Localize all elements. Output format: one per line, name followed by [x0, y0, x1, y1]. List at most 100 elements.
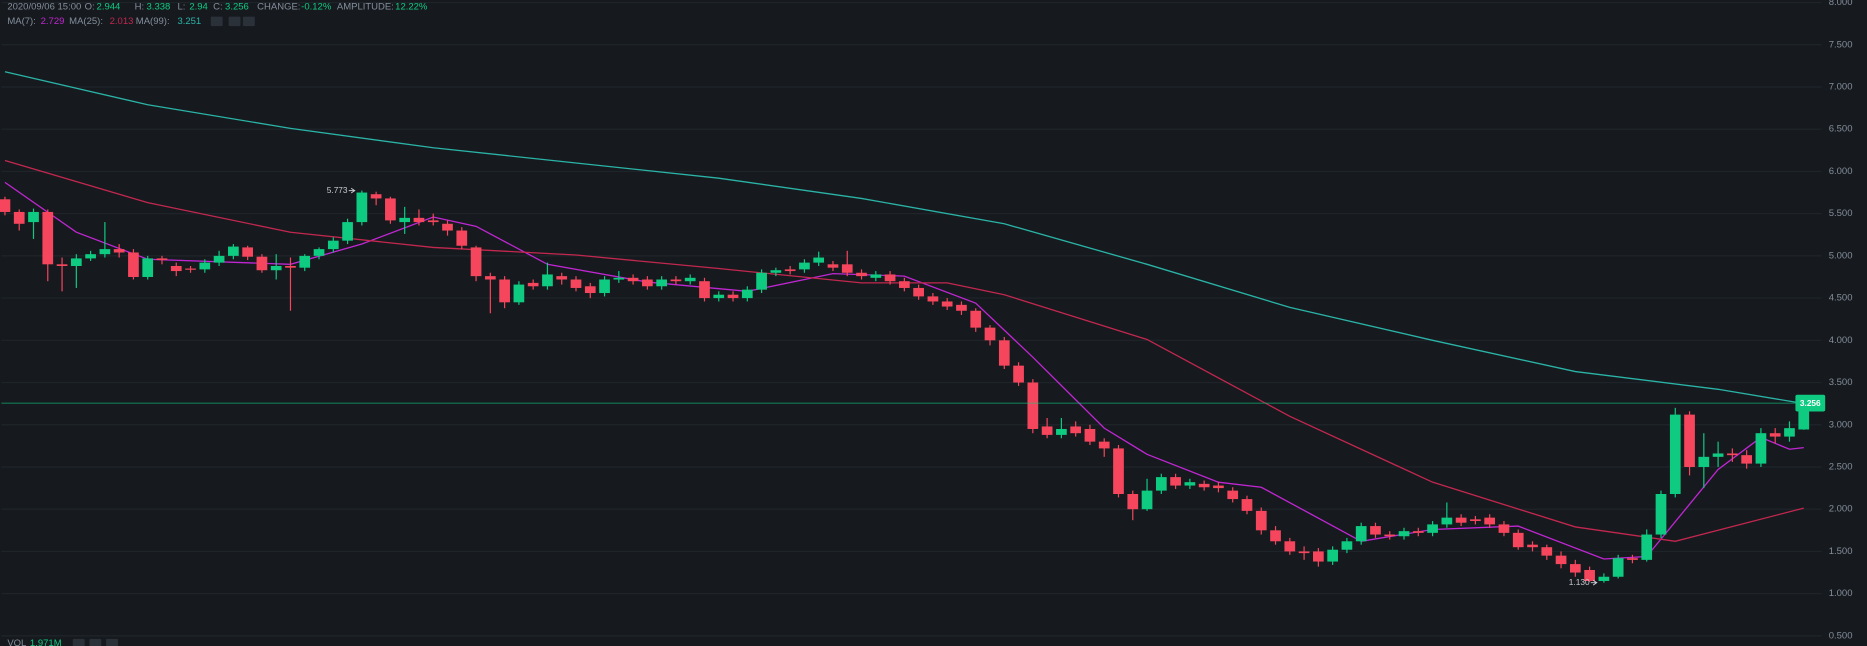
- candle-body: [1070, 426, 1082, 434]
- candle-body: [228, 246, 239, 256]
- candle-body: [1612, 558, 1624, 577]
- candle-body: [1412, 531, 1424, 533]
- candle-body: [670, 279, 682, 282]
- candle-body: [1270, 530, 1281, 542]
- candle-body: [1569, 564, 1581, 573]
- candle-body: [856, 272, 867, 277]
- ma-value: 3.251: [177, 16, 201, 27]
- candle-body: [28, 211, 39, 223]
- candle-body: [142, 258, 154, 277]
- extreme-label: 5.773: [327, 185, 348, 195]
- candle-body: [1098, 441, 1110, 449]
- y-tick-label: 5.000: [1829, 250, 1853, 261]
- candle-body: [870, 274, 882, 278]
- candle-body: [1041, 426, 1053, 435]
- y-tick-label: 3.000: [1829, 419, 1853, 430]
- candle-body: [699, 281, 710, 299]
- y-tick-label: 0.500: [1829, 630, 1853, 641]
- candle-body: [1341, 541, 1353, 550]
- candle-body: [770, 270, 782, 273]
- candle-body: [185, 268, 196, 270]
- y-tick-label: 1.500: [1829, 546, 1853, 557]
- header-label: C:: [213, 2, 223, 13]
- vol-value: 1.971M: [30, 638, 62, 646]
- candle-body: [984, 327, 996, 341]
- candle-body: [642, 279, 653, 287]
- candle-body: [1784, 428, 1795, 437]
- candle-body: [1641, 534, 1653, 560]
- candle-body: [542, 274, 553, 287]
- candle-body: [799, 262, 810, 270]
- candle-body: [342, 222, 353, 241]
- y-tick-label: 4.000: [1829, 335, 1853, 346]
- header-label: CHANGE:: [257, 2, 300, 13]
- candle-body: [827, 264, 839, 268]
- candle-body: [1655, 494, 1667, 535]
- ma-line: [4, 71, 1804, 405]
- candle-body: [927, 296, 939, 302]
- candle-body: [884, 274, 896, 282]
- candle-body: [1170, 477, 1181, 486]
- icons: [72, 16, 255, 646]
- candle-body: [713, 294, 725, 299]
- candle-body: [385, 198, 396, 221]
- candle-body: [1455, 517, 1467, 523]
- price-badge: [1795, 394, 1826, 412]
- y-tick-label: 6.500: [1829, 124, 1853, 135]
- header-value: 3.338: [147, 2, 171, 13]
- candle-body: [1084, 428, 1096, 442]
- candle-body: [1184, 482, 1196, 486]
- candle-body: [756, 272, 767, 290]
- candle-body: [1484, 517, 1496, 525]
- candle-body: [1127, 494, 1139, 510]
- candle-body: [1755, 433, 1767, 464]
- header-value: 2.94: [189, 2, 208, 13]
- y-tick-label: 5.500: [1829, 208, 1853, 219]
- candle-body: [42, 211, 54, 265]
- candle-body: [484, 276, 496, 280]
- candle-body: [370, 194, 382, 199]
- candle-body: [399, 217, 411, 223]
- candle-body: [1213, 485, 1224, 489]
- candle-body: [1241, 499, 1253, 511]
- candle-body: [1255, 510, 1267, 531]
- candles: [0, 190, 1810, 583]
- candle-body: [1056, 428, 1067, 435]
- y-tick-label: 1.000: [1829, 588, 1853, 599]
- candle-body: [13, 211, 25, 224]
- candle-body: [242, 247, 253, 257]
- y-tick-label: 7.000: [1829, 81, 1853, 92]
- candle-body: [70, 258, 82, 266]
- candle-body: [1727, 453, 1738, 456]
- candle-body: [1598, 576, 1610, 581]
- y-tick-label: 6.000: [1829, 166, 1853, 177]
- y-tick-label: 2.500: [1829, 461, 1853, 472]
- candle-body: [998, 340, 1010, 366]
- candle-body: [1527, 544, 1538, 548]
- candle-body: [1284, 541, 1296, 552]
- candle-body: [1027, 382, 1039, 429]
- extreme-label: 1.130: [1569, 577, 1590, 587]
- header-values: O: 2.944 H: 3.338 L: 2.94 C: 3.256 CHANGE: -0.12%…: [7, 2, 428, 646]
- ma-label: MA(99):: [136, 16, 170, 27]
- candle-body: [1155, 477, 1167, 491]
- candle-body: [741, 289, 753, 299]
- candle-body: [1470, 519, 1481, 522]
- candle-body: [327, 240, 339, 250]
- candle-body: [470, 247, 482, 277]
- ma-label: MA(7):: [7, 16, 35, 27]
- candle-body: [1769, 433, 1781, 437]
- candle-body: [1741, 455, 1753, 464]
- candle-body: [0, 199, 11, 212]
- y-tick-label: 2.000: [1829, 504, 1853, 515]
- candle-body: [356, 192, 368, 223]
- candle-body: [913, 287, 924, 297]
- candle-body: [527, 282, 539, 287]
- vol-label: VOL: [7, 638, 26, 646]
- candle-body: [784, 269, 796, 272]
- candle-body: [1355, 526, 1367, 542]
- candle-body: [1398, 531, 1410, 537]
